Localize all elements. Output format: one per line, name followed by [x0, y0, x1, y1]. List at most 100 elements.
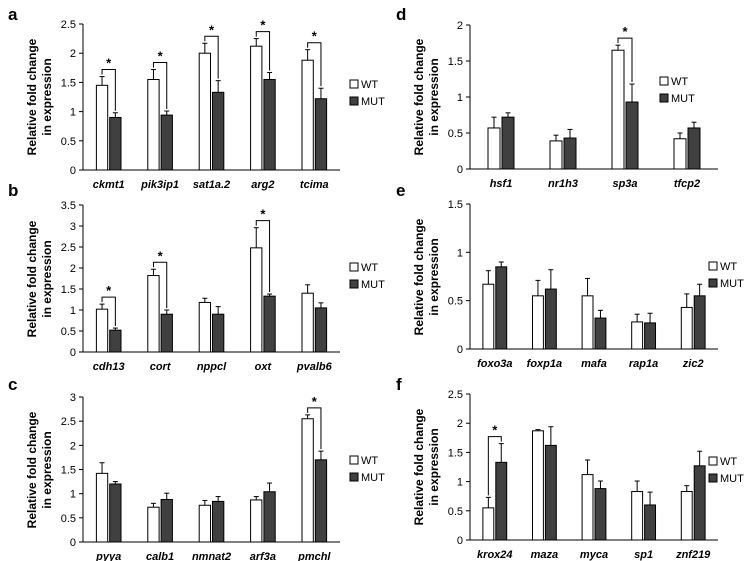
y-tick-label: 2 — [70, 263, 76, 275]
bar-wt — [147, 275, 160, 353]
category-label: tfcp2 — [674, 178, 700, 190]
bar-mut — [212, 313, 225, 353]
y-tick-label: 1 — [70, 107, 76, 119]
y-tick-label: 2 — [70, 440, 76, 452]
category-label: rap1a — [629, 358, 658, 370]
y-tick-label: 1 — [70, 305, 76, 317]
legend-label-wt: WT — [720, 261, 737, 273]
category-label: maza — [531, 549, 559, 561]
bar-mut — [693, 295, 706, 350]
legend: WT MUT — [708, 261, 744, 290]
category-label: zic2 — [682, 358, 704, 370]
significance-star: * — [106, 283, 112, 298]
bar-wt — [250, 247, 263, 353]
legend-swatch-mut — [349, 472, 359, 482]
y-tick-label: 0 — [457, 164, 463, 176]
significance-star: * — [260, 18, 266, 33]
category-label: oxt — [255, 361, 273, 373]
significance-bracket — [255, 31, 271, 71]
bar-mut — [644, 322, 657, 350]
category-label: nppcl — [197, 361, 227, 373]
y-axis-label: Relative fold change in expression — [25, 220, 54, 337]
category-label: znf219 — [675, 549, 711, 561]
bar-wt — [250, 499, 263, 543]
legend-swatch-wt — [708, 261, 718, 271]
legend-label-mut: MUT — [671, 93, 695, 105]
legend-label-wt: WT — [361, 79, 378, 91]
panel-letter: f — [396, 375, 402, 394]
significance-star: * — [260, 207, 266, 222]
y-tick-label: 0 — [70, 537, 76, 549]
y-tick-label: 1 — [457, 92, 463, 104]
legend-swatch-mut — [659, 93, 669, 103]
y-tick-label: 0.5 — [448, 506, 463, 518]
panel-letter: c — [8, 375, 17, 394]
legend-swatch-wt — [659, 76, 669, 86]
legend-swatch-mut — [708, 278, 718, 288]
category-label: foxp1a — [527, 358, 562, 370]
category-label: tcima — [300, 179, 329, 191]
panel-b: b Relative fold change in expression 0 0.5 1 1… — [8, 181, 385, 373]
y-tick-label: 1.5 — [61, 77, 76, 89]
panel-f: f Relative fold change in expression 0 0.5 1 1… — [396, 375, 744, 561]
y-axis-label-line2: in expression — [427, 238, 441, 315]
bar-wt — [147, 506, 160, 543]
significance-bracket — [152, 62, 168, 110]
legend-label-wt: WT — [361, 262, 378, 274]
bar-mut — [160, 498, 173, 543]
y-axis-label-line2: in expression — [40, 240, 54, 317]
legend: WT MUT — [708, 456, 744, 485]
legend-label-mut: MUT — [361, 279, 385, 291]
bar-mut — [544, 288, 557, 350]
y-tick-label: 2.5 — [61, 416, 76, 428]
y-tick-label: 0 — [457, 535, 463, 547]
bar-mut — [314, 459, 328, 543]
bar-mut — [109, 483, 122, 543]
legend-label-mut: MUT — [720, 278, 744, 290]
category-label: mafa — [581, 358, 607, 370]
bar-wt — [581, 474, 594, 541]
y-tick-label: 2.5 — [61, 19, 76, 31]
bar-wt — [631, 491, 644, 541]
significance-bracket — [204, 35, 219, 79]
bar-wt — [487, 127, 501, 170]
bar-wt — [680, 306, 693, 350]
category-label: calb1 — [146, 551, 174, 561]
y-tick-label: 2 — [70, 48, 76, 60]
y-tick-label: 3 — [70, 392, 76, 404]
bar-wt — [95, 84, 109, 171]
bar-wt — [301, 59, 314, 171]
significance-bracket — [101, 69, 116, 111]
y-axis-label-line1: Relative fold change — [412, 408, 426, 525]
bar-mut — [314, 98, 328, 171]
bar-wt — [581, 295, 594, 350]
bar-wt — [198, 504, 212, 543]
y-tick-label: 0.5 — [448, 128, 463, 140]
panel-letter: a — [8, 5, 18, 24]
legend-swatch-wt — [349, 262, 359, 272]
bar-mut — [594, 488, 607, 541]
significance-star: * — [209, 22, 215, 37]
significance-bracket — [101, 296, 116, 327]
bar-mut — [625, 101, 639, 170]
y-tick-label: 0 — [457, 344, 463, 356]
significance-bracket — [255, 220, 271, 293]
bar-mut — [594, 317, 607, 350]
y-axis-label-line2: in expression — [427, 58, 441, 135]
legend-label-wt: WT — [720, 456, 737, 468]
legend-label-mut: MUT — [361, 96, 385, 108]
y-tick-label: 0 — [70, 165, 76, 177]
category-label: nr1h3 — [548, 178, 578, 190]
y-axis-label-line2: in expression — [40, 431, 54, 508]
y-axis-label-line2: in expression — [40, 58, 54, 135]
category-label: sat1a.2 — [193, 179, 230, 191]
y-axis-label: Relative fold change in expression — [25, 38, 54, 155]
category-label: krox24 — [477, 549, 512, 561]
category-label: nmnat2 — [192, 551, 231, 561]
bar-wt — [531, 295, 544, 350]
y-axis-label-line1: Relative fold change — [412, 218, 426, 335]
bar-mut — [687, 127, 701, 170]
significance-star: * — [158, 49, 164, 64]
bar-wt — [301, 292, 314, 353]
bar-mut — [495, 461, 508, 541]
